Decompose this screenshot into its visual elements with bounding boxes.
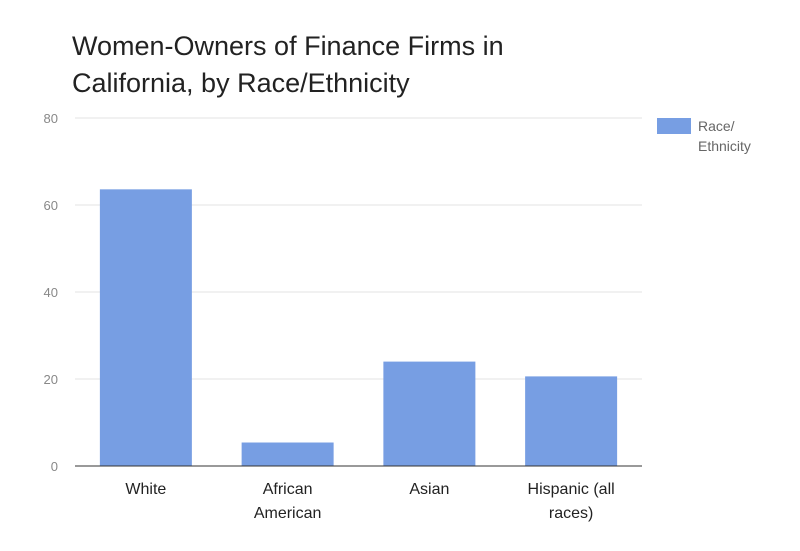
bar (241, 442, 334, 466)
bar (525, 376, 618, 466)
y-tick-label: 80 (44, 111, 58, 126)
x-tick-label: White (125, 481, 166, 498)
legend-label: Ethnicity (698, 138, 751, 154)
bar (99, 189, 192, 466)
legend-swatch (657, 118, 691, 134)
y-tick-label: 60 (44, 198, 58, 213)
y-tick-label: 0 (51, 459, 58, 474)
x-tick-label: American (254, 505, 322, 522)
x-tick-label: African (263, 481, 313, 498)
chart-title: Women-Owners of Finance Firms in Califor… (72, 31, 504, 98)
x-tick-label: Hispanic (all (528, 481, 615, 498)
y-tick-label: 20 (44, 372, 58, 387)
y-tick-label: 40 (44, 285, 58, 300)
bar (383, 361, 476, 466)
x-tick-label: Asian (409, 481, 449, 498)
legend-label: Race/ (698, 118, 735, 134)
x-tick-label: races) (549, 505, 593, 522)
